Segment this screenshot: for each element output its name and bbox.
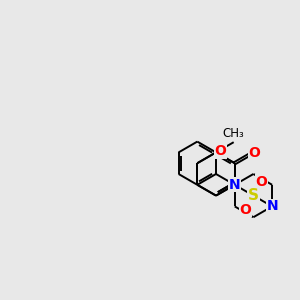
- Text: O: O: [239, 202, 251, 217]
- Text: O: O: [256, 175, 267, 189]
- Text: O: O: [249, 146, 260, 161]
- Text: CH₃: CH₃: [222, 127, 244, 140]
- Text: N: N: [266, 200, 278, 213]
- Text: S: S: [248, 188, 259, 203]
- Text: O: O: [214, 144, 226, 158]
- Text: N: N: [229, 178, 241, 192]
